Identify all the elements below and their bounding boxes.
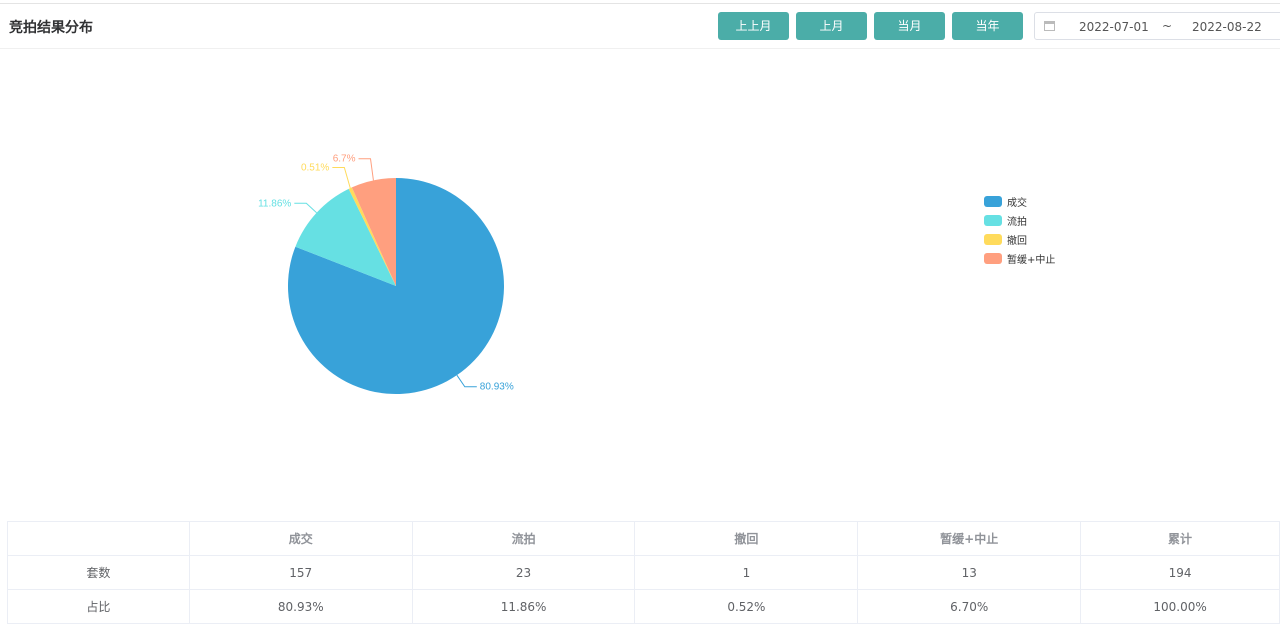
legend-item-suspended[interactable]: 暂缓+中止 <box>984 249 1055 268</box>
end-date-input[interactable]: 2022-08-22 <box>1192 20 1262 34</box>
slice-percent-label: 6.7% <box>333 154 356 165</box>
table-cell: 6.70% <box>857 589 1082 624</box>
table-cell: 套数 <box>7 555 190 590</box>
slice-suspended[interactable] <box>351 178 396 286</box>
chart-legend: 成交 流拍 撤回 暂缓+中止 <box>984 192 1055 268</box>
table-cell: 157 <box>188 555 413 590</box>
legend-label: 成交 <box>1007 198 1027 209</box>
legend-swatch <box>984 234 1002 245</box>
legend-item-withdrawn[interactable]: 撤回 <box>984 230 1055 249</box>
legend-label: 暂缓+中止 <box>1007 255 1056 266</box>
prev-prev-month-button[interactable]: 上上月 <box>718 12 789 40</box>
table-cell: 13 <box>857 555 1082 590</box>
table-cell: 0.52% <box>634 589 859 624</box>
label-leader-line <box>358 158 374 181</box>
label-leader-line <box>456 374 477 388</box>
table-header: 撤回 <box>634 521 859 556</box>
table-header-row: 成交 流拍 撤回 暂缓+中止 累计 <box>7 521 1280 556</box>
table-header: 流拍 <box>411 521 636 556</box>
date-range-picker[interactable]: 2022-07-01 ~ 2022-08-22 <box>1034 12 1280 40</box>
current-month-button[interactable]: 当月 <box>874 12 945 40</box>
slice-percent-label: 11.86% <box>258 198 291 209</box>
legend-label: 流拍 <box>1007 217 1027 228</box>
table-header: 暂缓+中止 <box>857 521 1082 556</box>
label-leader-line <box>294 202 317 214</box>
slice-percent-label: 80.93% <box>480 382 514 393</box>
slice-withdrawn[interactable] <box>348 187 396 286</box>
date-separator: ~ <box>1162 19 1173 33</box>
start-date-input[interactable]: 2022-07-01 <box>1079 20 1149 34</box>
prev-month-button[interactable]: 上月 <box>796 12 867 40</box>
pie-chart: 80.93% 11.86% 0.51% 6.7% <box>258 154 514 394</box>
legend-swatch <box>984 253 1002 264</box>
slice-unsold[interactable] <box>295 188 396 286</box>
table-header <box>7 521 190 556</box>
legend-item-deal[interactable]: 成交 <box>984 192 1055 211</box>
table-row: 套数 157 23 1 13 194 <box>7 555 1280 590</box>
legend-item-unsold[interactable]: 流拍 <box>984 211 1055 230</box>
table-cell: 194 <box>1080 555 1280 590</box>
header: 竞拍结果分布 上上月 上月 当月 当年 2022-07-01 ~ 2022-08… <box>0 4 1280 49</box>
result-table: 成交 流拍 撤回 暂缓+中止 累计 套数 157 23 1 13 194 占比 … <box>7 521 1280 624</box>
table-cell: 100.00% <box>1080 589 1280 624</box>
table-cell: 23 <box>411 555 636 590</box>
table-cell: 占比 <box>7 589 190 624</box>
calendar-icon <box>1044 21 1055 31</box>
table-cell: 80.93% <box>188 589 413 624</box>
label-leader-line <box>332 166 351 189</box>
page-title: 竞拍结果分布 <box>9 20 93 36</box>
table-header: 累计 <box>1080 521 1280 556</box>
legend-swatch <box>984 215 1002 226</box>
legend-swatch <box>984 196 1002 207</box>
table-header: 成交 <box>188 521 413 556</box>
current-year-button[interactable]: 当年 <box>952 12 1023 40</box>
table-row: 占比 80.93% 11.86% 0.52% 6.70% 100.00% <box>7 589 1280 624</box>
table-cell: 11.86% <box>411 589 636 624</box>
top-divider <box>0 3 1280 4</box>
table-cell: 1 <box>634 555 859 590</box>
slice-percent-label: 0.51% <box>301 162 329 173</box>
legend-label: 撤回 <box>1007 236 1027 247</box>
